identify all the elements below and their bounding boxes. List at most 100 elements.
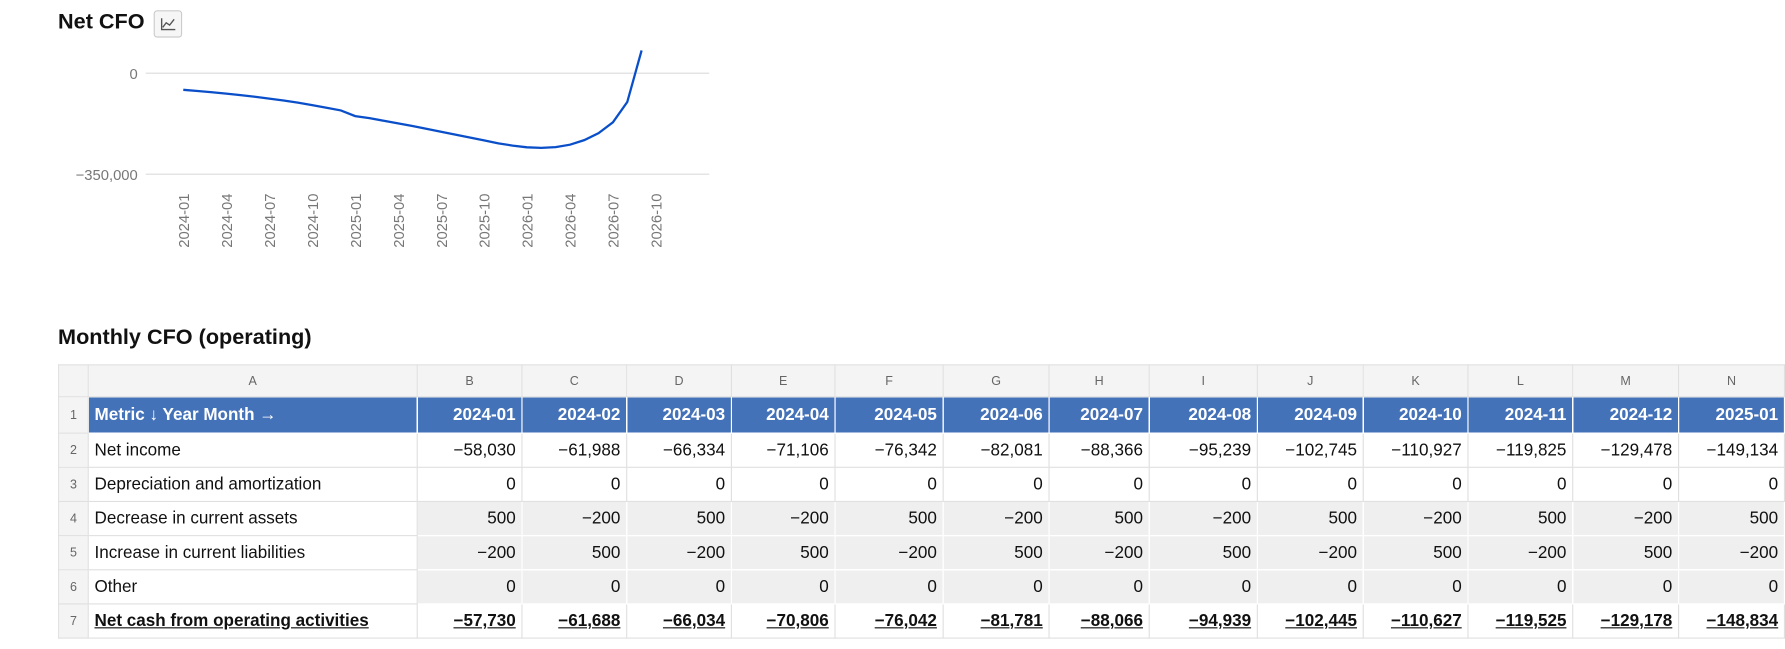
column-letter[interactable]: A xyxy=(87,364,418,398)
table-cell[interactable]: −200 xyxy=(1678,535,1785,571)
column-letter[interactable]: L xyxy=(1467,364,1574,398)
table-cell[interactable]: −119,525 xyxy=(1467,603,1574,639)
table-cell[interactable]: 0 xyxy=(942,466,1050,503)
table-cell[interactable]: 0 xyxy=(1572,466,1680,503)
table-cell[interactable]: 500 xyxy=(1572,535,1680,571)
table-cell[interactable]: 500 xyxy=(521,535,628,571)
row-number[interactable]: 6 xyxy=(58,569,89,605)
table-cell[interactable]: −110,627 xyxy=(1362,603,1469,639)
table-cell[interactable]: 0 xyxy=(1256,569,1364,605)
header-cell[interactable]: 2024-09 xyxy=(1256,396,1364,434)
table-cell[interactable]: −66,334 xyxy=(626,432,732,468)
table-cell[interactable]: −200 xyxy=(626,535,732,571)
table-cell[interactable]: −200 xyxy=(834,535,944,571)
table-cell[interactable]: −102,445 xyxy=(1256,603,1364,639)
row-number[interactable]: 1 xyxy=(58,396,89,434)
row-number[interactable]: 5 xyxy=(58,535,89,571)
table-cell[interactable]: 0 xyxy=(1148,569,1258,605)
table-cell[interactable]: 0 xyxy=(730,569,836,605)
table-cell[interactable]: −81,781 xyxy=(942,603,1050,639)
table-cell[interactable]: 500 xyxy=(942,535,1050,571)
header-cell[interactable]: 2024-08 xyxy=(1148,396,1258,434)
table-cell[interactable]: 0 xyxy=(942,569,1050,605)
table-cell[interactable]: 0 xyxy=(416,466,523,503)
table-cell[interactable]: Net income xyxy=(87,432,418,468)
table-cell[interactable]: Other xyxy=(87,569,418,605)
table-cell[interactable]: Decrease in current assets xyxy=(87,500,418,537)
table-cell[interactable]: −200 xyxy=(1048,535,1150,571)
header-cell[interactable]: 2024-10 xyxy=(1362,396,1469,434)
table-cell[interactable]: −57,730 xyxy=(416,603,523,639)
table-cell[interactable]: −200 xyxy=(1467,535,1574,571)
chart-toggle-button[interactable] xyxy=(153,10,183,38)
table-cell[interactable]: 0 xyxy=(1048,466,1150,503)
table-cell[interactable]: 500 xyxy=(1148,535,1258,571)
column-letter[interactable]: K xyxy=(1362,364,1469,398)
column-letter[interactable]: E xyxy=(730,364,836,398)
table-cell[interactable]: −110,927 xyxy=(1362,432,1469,468)
table-cell[interactable]: 500 xyxy=(1048,500,1150,537)
table-cell[interactable]: 0 xyxy=(521,569,628,605)
header-cell[interactable]: 2025-01 xyxy=(1678,396,1785,434)
table-cell[interactable]: 500 xyxy=(626,500,732,537)
column-letter[interactable]: F xyxy=(834,364,944,398)
table-cell[interactable]: −71,106 xyxy=(730,432,836,468)
table-cell[interactable]: −70,806 xyxy=(730,603,836,639)
table-cell[interactable]: 0 xyxy=(730,466,836,503)
table-cell[interactable]: 0 xyxy=(1678,569,1785,605)
column-letter[interactable]: G xyxy=(942,364,1050,398)
table-cell[interactable]: −58,030 xyxy=(416,432,523,468)
header-cell[interactable]: 2024-03 xyxy=(626,396,732,434)
table-cell[interactable]: −149,134 xyxy=(1678,432,1785,468)
table-cell[interactable]: −200 xyxy=(1572,500,1680,537)
table-cell[interactable]: Increase in current liabilities xyxy=(87,535,418,571)
table-cell[interactable]: −200 xyxy=(1148,500,1258,537)
column-letter[interactable]: N xyxy=(1678,364,1785,398)
column-letter[interactable]: H xyxy=(1048,364,1150,398)
table-cell[interactable]: 500 xyxy=(1678,500,1785,537)
header-cell[interactable]: 2024-02 xyxy=(521,396,628,434)
table-cell[interactable]: 0 xyxy=(1362,569,1469,605)
header-cell[interactable]: 2024-06 xyxy=(942,396,1050,434)
table-cell[interactable]: 0 xyxy=(1678,466,1785,503)
header-cell[interactable]: 2024-01 xyxy=(416,396,523,434)
table-cell[interactable]: 500 xyxy=(1362,535,1469,571)
column-letter[interactable]: I xyxy=(1148,364,1258,398)
header-cell[interactable]: 2024-12 xyxy=(1572,396,1680,434)
header-cell[interactable]: Metric ↓ Year Month → xyxy=(87,396,418,434)
table-cell[interactable]: 0 xyxy=(1362,466,1469,503)
table-cell[interactable]: 0 xyxy=(1048,569,1150,605)
table-cell[interactable]: 500 xyxy=(834,500,944,537)
table-cell[interactable]: −76,342 xyxy=(834,432,944,468)
table-cell[interactable]: −82,081 xyxy=(942,432,1050,468)
table-cell[interactable]: −94,939 xyxy=(1148,603,1258,639)
table-cell[interactable]: 500 xyxy=(1256,500,1364,537)
table-cell[interactable]: 500 xyxy=(1467,500,1574,537)
table-cell[interactable]: 0 xyxy=(416,569,523,605)
row-number[interactable]: 7 xyxy=(58,603,89,639)
header-cell[interactable]: 2024-05 xyxy=(834,396,944,434)
row-number[interactable]: 4 xyxy=(58,500,89,537)
table-cell[interactable]: −129,178 xyxy=(1572,603,1680,639)
table-cell[interactable]: Net cash from operating activities xyxy=(87,603,418,639)
table-cell[interactable]: 500 xyxy=(730,535,836,571)
table-cell[interactable]: −88,366 xyxy=(1048,432,1150,468)
table-cell[interactable]: −119,825 xyxy=(1467,432,1574,468)
column-letter[interactable]: D xyxy=(626,364,732,398)
table-cell[interactable]: 500 xyxy=(416,500,523,537)
table-cell[interactable]: −88,066 xyxy=(1048,603,1150,639)
table-cell[interactable]: 0 xyxy=(626,569,732,605)
table-cell[interactable]: −129,478 xyxy=(1572,432,1680,468)
table-cell[interactable]: 0 xyxy=(1467,466,1574,503)
header-cell[interactable]: 2024-04 xyxy=(730,396,836,434)
table-cell[interactable]: 0 xyxy=(1467,569,1574,605)
table-cell[interactable]: −102,745 xyxy=(1256,432,1364,468)
row-number[interactable]: 2 xyxy=(58,432,89,468)
table-cell[interactable]: 0 xyxy=(1572,569,1680,605)
table-cell[interactable]: −200 xyxy=(730,500,836,537)
table-cell[interactable]: −148,834 xyxy=(1678,603,1785,639)
table-cell[interactable]: −61,688 xyxy=(521,603,628,639)
header-cell[interactable]: 2024-11 xyxy=(1467,396,1574,434)
table-cell[interactable]: −200 xyxy=(416,535,523,571)
table-cell[interactable]: −200 xyxy=(521,500,628,537)
